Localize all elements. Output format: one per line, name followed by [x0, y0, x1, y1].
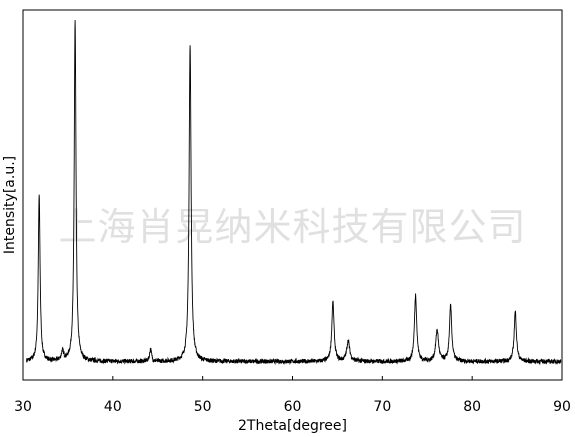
x-tick-label: 40 — [104, 399, 122, 415]
x-tick-label: 90 — [553, 399, 571, 415]
x-tick-label: 50 — [194, 399, 212, 415]
watermark-text: 上海肖晃纳米科技有限公司 — [58, 205, 526, 249]
series-line-xrd — [26, 20, 562, 366]
x-tick-label: 80 — [463, 399, 481, 415]
plot-frame — [22, 9, 563, 381]
x-tick-label: 60 — [284, 399, 302, 415]
x-ticks: 30 40 50 60 70 80 90 — [14, 376, 571, 415]
y-axis-label: Intensity[a.u.] — [2, 156, 18, 254]
x-axis-label: 2Theta[degree] — [238, 418, 347, 434]
x-tick-label: 30 — [14, 399, 32, 415]
x-tick-label: 70 — [373, 399, 391, 415]
